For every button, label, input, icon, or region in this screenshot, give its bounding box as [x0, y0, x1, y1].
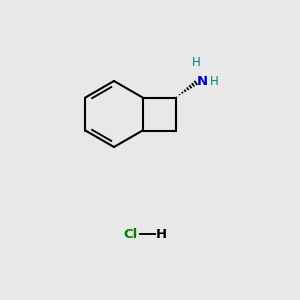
Text: H: H — [192, 56, 200, 69]
Text: Cl: Cl — [123, 227, 137, 241]
Text: H: H — [156, 227, 167, 241]
Text: H: H — [210, 75, 218, 88]
Text: N: N — [197, 75, 208, 88]
